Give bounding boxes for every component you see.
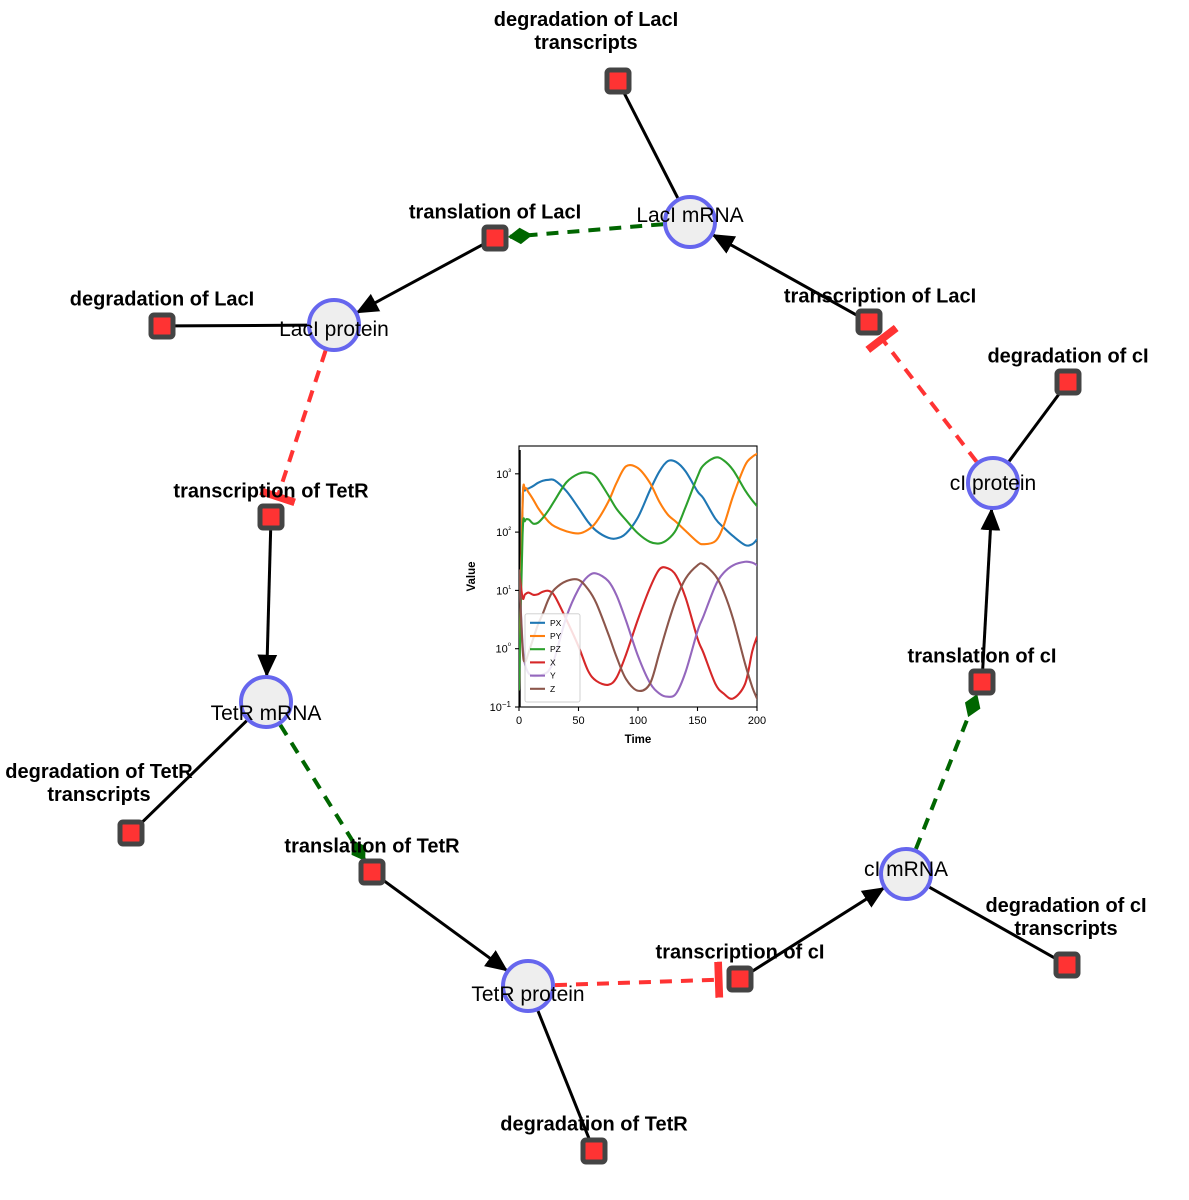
reaction-square[interactable]	[1053, 951, 1081, 979]
x-tick-label: 50	[572, 715, 584, 727]
reaction-square[interactable]	[968, 668, 996, 696]
reaction-square[interactable]	[855, 308, 883, 336]
reaction-node-translation_laci[interactable]	[481, 224, 509, 252]
species-circle[interactable]	[239, 675, 293, 729]
legend-label-PZ: PZ	[550, 644, 561, 654]
species-node-tetr_mrna[interactable]	[239, 675, 293, 729]
y-tick-label: 10¹	[496, 583, 511, 597]
edge-plain	[138, 719, 248, 826]
reaction-label-translation_tetr: translation of TetR	[284, 835, 460, 858]
species-circle[interactable]	[307, 298, 361, 352]
plot-lines: PX PY PZ XYZ	[519, 450, 757, 707]
legend-label-Z: Z	[550, 684, 555, 694]
y-tick-label: 10³	[496, 467, 511, 481]
reaction-label-translation_laci: translation of LacI	[408, 201, 582, 224]
edge-modifier	[278, 723, 366, 862]
edge-plain	[355, 242, 486, 314]
reaction-square[interactable]	[358, 858, 386, 886]
plot-series-PX	[519, 459, 757, 691]
reaction-node-translation_tetr[interactable]	[358, 858, 386, 886]
edge-plain	[711, 233, 860, 318]
reaction-label-transcription_laci: transcription of LacI	[783, 285, 977, 308]
reaction-square[interactable]	[604, 67, 632, 95]
legend-label-Y: Y	[550, 671, 556, 681]
reaction-label-deg_laci: degradation of LacI	[69, 288, 255, 311]
reaction-node-transcription_laci[interactable]	[855, 308, 883, 336]
edge-plain	[1007, 390, 1063, 463]
reaction-square[interactable]	[726, 965, 754, 993]
reaction-square[interactable]	[117, 819, 145, 847]
reaction-node-deg_laci[interactable]	[148, 312, 176, 340]
legend-label-PY: PY	[550, 631, 562, 641]
reaction-node-deg_ci_transcripts[interactable]	[1053, 951, 1081, 979]
x-tick-label: 150	[688, 715, 706, 727]
species-node-ci_mrna[interactable]	[879, 847, 933, 901]
reaction-node-deg_laci_transcripts[interactable]	[604, 67, 632, 95]
reaction-node-transcription_ci[interactable]	[726, 965, 754, 993]
edge-inhibit	[865, 324, 979, 463]
species-circle[interactable]	[663, 195, 717, 249]
reaction-node-deg_tetr[interactable]	[580, 1137, 608, 1165]
species-node-laci_protein[interactable]	[307, 298, 361, 352]
legend-label-X: X	[550, 657, 556, 667]
reaction-label-deg_laci_transcripts: degradation of LacI transcripts	[493, 8, 679, 54]
edge-inhibit	[554, 961, 724, 998]
edge-plain	[749, 887, 886, 974]
reaction-node-deg_ci[interactable]	[1054, 368, 1082, 396]
plot-series-PY	[519, 452, 757, 691]
edge-plain	[173, 323, 308, 328]
edge-plain	[928, 885, 1058, 961]
reaction-label-deg_ci: degradation of cI	[987, 345, 1149, 368]
y-tick-label: 10²	[496, 525, 511, 539]
edge-modifier	[914, 694, 981, 850]
reaction-node-deg_tetr_transcripts[interactable]	[117, 819, 145, 847]
edge-plain	[257, 528, 278, 678]
reaction-square[interactable]	[481, 224, 509, 252]
species-node-ci_protein[interactable]	[966, 456, 1020, 510]
reaction-node-transcription_tetr[interactable]	[257, 503, 285, 531]
species-circle[interactable]	[966, 456, 1020, 510]
edge-plain	[380, 877, 509, 972]
species-node-tetr_protein[interactable]	[501, 959, 555, 1013]
reaction-label-deg_tetr: degradation of TetR	[500, 1113, 688, 1136]
reaction-square[interactable]	[257, 503, 285, 531]
reaction-label-transcription_ci: transcription of cI	[655, 941, 825, 964]
edge-layer	[138, 91, 1063, 1141]
reaction-square[interactable]	[148, 312, 176, 340]
edge-modifier	[507, 222, 664, 245]
edge-plain	[536, 1010, 591, 1141]
reaction-square[interactable]	[1054, 368, 1082, 396]
edge-plain	[622, 91, 680, 199]
legend-label-PX: PX	[550, 618, 562, 628]
x-axis-label: Time	[625, 734, 652, 746]
plot-series-PZ	[519, 456, 757, 691]
reaction-label-translation_ci: translation of cI	[907, 645, 1057, 668]
edge-plain	[980, 507, 1001, 671]
reaction-label-deg_ci_transcripts: degradation of cI transcripts	[985, 894, 1147, 940]
species-node-laci_mrna[interactable]	[663, 195, 717, 249]
reaction-square[interactable]	[580, 1137, 608, 1165]
reaction-label-deg_tetr_transcripts: degradation of TetR transcripts	[5, 760, 193, 806]
species-circle[interactable]	[501, 959, 555, 1013]
x-tick-label: 200	[748, 715, 766, 727]
reaction-node-translation_ci[interactable]	[968, 668, 996, 696]
x-tick-label: 0	[516, 715, 522, 727]
y-tick-label: 10⁰	[496, 642, 511, 656]
y-axis-label: Value	[466, 561, 478, 591]
reaction-label-transcription_tetr: transcription of TetR	[173, 480, 369, 503]
edge-inhibit	[259, 350, 328, 507]
node-layer	[117, 67, 1082, 1165]
x-tick-label: 100	[629, 715, 647, 727]
timecourse-plot: 0 50 100 150 200 10−1 10⁰ 10¹ 10² 10³ Time Value PX P…	[461, 432, 771, 757]
species-circle[interactable]	[879, 847, 933, 901]
